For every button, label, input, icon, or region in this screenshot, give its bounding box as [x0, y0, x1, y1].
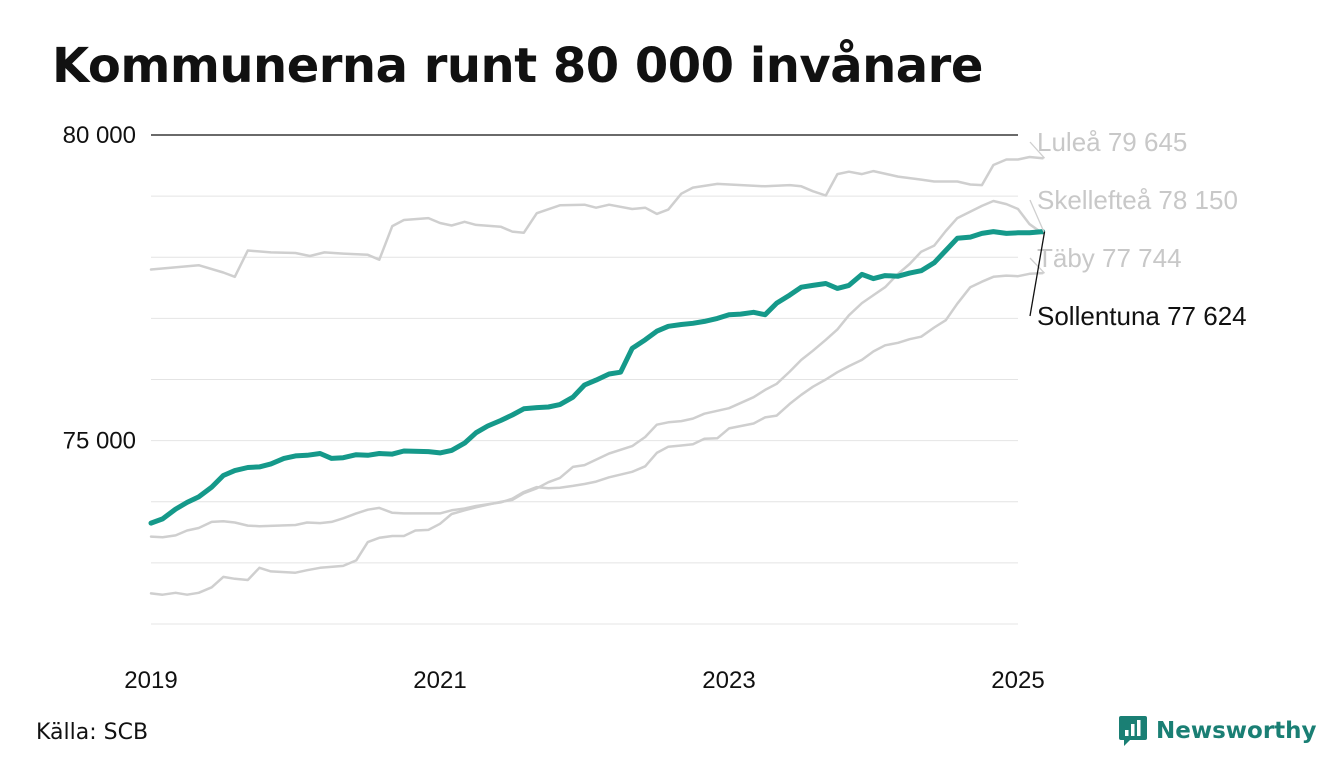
line-chart: 75 000 80 000 2019 2021 2023 2025 Luleå 79 6…	[63, 122, 1247, 694]
label-leader-line	[1029, 257, 1046, 274]
label-leader-line	[1029, 141, 1046, 159]
brand-name: Newsworthy	[1156, 718, 1317, 744]
y-axis-tick-labels: 75 000 80 000	[63, 122, 136, 455]
x-tick-label: 2019	[124, 667, 177, 694]
newsworthy-logo-icon	[1119, 716, 1147, 746]
series-line-sollentuna	[148, 229, 1046, 526]
label-leader-line	[1029, 231, 1046, 317]
source-note: Källa: SCB	[36, 720, 149, 745]
label-leader-line	[1029, 199, 1046, 234]
series-lines	[148, 155, 1046, 596]
x-axis-tick-labels: 2019 2021 2023 2025	[124, 667, 1044, 694]
chart-title: Kommunerna runt 80 000 invånare	[52, 38, 983, 94]
series-line-t-by	[149, 271, 1044, 539]
series-line-skellefte-	[149, 199, 1044, 596]
x-tick-label: 2021	[413, 667, 466, 694]
series-label-t-by: Täby 77 744	[1037, 243, 1182, 273]
newsworthy-brand[interactable]: Newsworthy	[1118, 713, 1317, 749]
series-labels: Luleå 79 645 Skellefteå 78 150 Täby 77 744…	[1029, 127, 1247, 331]
series-label-lule-: Luleå 79 645	[1037, 127, 1187, 157]
series-label-sollentuna: Sollentuna 77 624	[1037, 301, 1247, 331]
y-tick-label: 75 000	[63, 428, 136, 455]
x-tick-label: 2023	[702, 667, 755, 694]
series-label-skellefte-: Skellefteå 78 150	[1037, 185, 1238, 215]
y-tick-label: 80 000	[63, 122, 136, 149]
series-line-lule-	[149, 155, 1044, 279]
x-tick-label: 2025	[991, 667, 1044, 694]
gridlines	[151, 134, 1018, 625]
